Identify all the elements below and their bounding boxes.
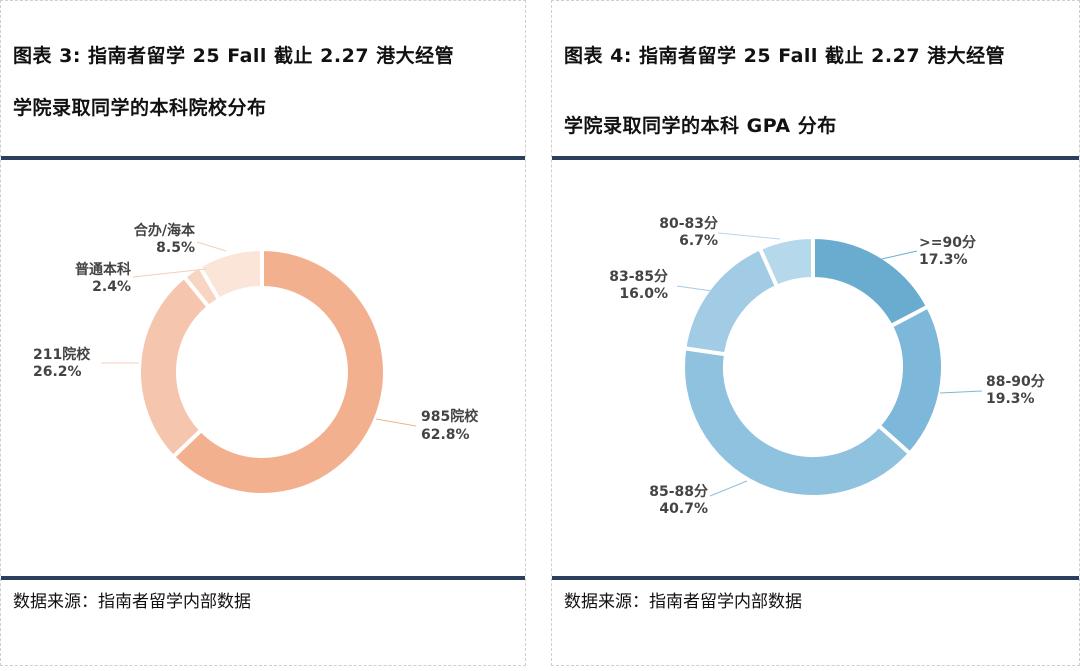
chart-title-line1: 图表 3: 指南者留学 25 Fall 截止 2.27 港大经管	[13, 45, 455, 67]
leader-line	[676, 285, 713, 292]
slice-label: 普通本科	[75, 261, 131, 278]
chart-title-line2: 学院录取同学的本科院校分布	[13, 97, 267, 119]
leader-line	[717, 232, 781, 240]
slice-value: 6.7%	[679, 233, 718, 249]
divider-bottom	[552, 576, 1079, 580]
slice-value: 40.7%	[659, 501, 708, 517]
slice-label: 85-88分	[649, 484, 708, 500]
slice-label: 88-90分	[986, 374, 1045, 390]
data-source: 数据来源：指南者留学内部数据	[564, 592, 802, 612]
slice-label: 合办/海本	[134, 222, 196, 239]
divider-bottom	[1, 576, 525, 580]
slice-value: 62.8%	[421, 427, 470, 443]
donut-slice-985院校	[171, 247, 387, 497]
slice-value: 16.0%	[619, 286, 668, 302]
leader-line	[132, 268, 207, 278]
slice-label: 211院校	[33, 346, 91, 363]
slice-value: 26.2%	[33, 364, 82, 380]
leader-line	[939, 390, 983, 394]
leader-line	[196, 241, 227, 252]
donut-slice-合办/海本	[197, 247, 264, 302]
chart-title-line2: 学院录取同学的本科 GPA 分布	[564, 115, 837, 137]
donut-chart-school: 合办/海本 8.5% 普通本科 2.4% 211院校 26.2% 985院校 6…	[33, 222, 479, 497]
leader-line	[375, 418, 417, 427]
chart-panel-gpa: 图表 4: 指南者留学 25 Fall 截止 2.27 港大经管 学院录取同学的…	[551, 0, 1080, 666]
slice-label: 985院校	[421, 408, 479, 425]
divider-top	[552, 156, 1079, 160]
leader-line	[863, 250, 918, 264]
slice-value: 2.4%	[92, 279, 131, 295]
chart-title-line1: 图表 4: 指南者留学 25 Fall 截止 2.27 港大经管	[564, 45, 1006, 67]
donut-slice-211院校	[137, 274, 211, 459]
donut-slice-83-85分	[682, 246, 780, 357]
chart-panel-school: 图表 3: 指南者留学 25 Fall 截止 2.27 港大经管 学院录取同学的…	[0, 0, 526, 666]
donut-chart-gpa: 80-83分 6.7% >=90分 17.3% 83-85分 16.0% 88-…	[609, 216, 1045, 517]
slice-value: 8.5%	[156, 240, 195, 256]
leader-line	[709, 480, 748, 497]
slice-value: 19.3%	[986, 391, 1035, 407]
donut-slice-80-83分	[757, 235, 815, 289]
slice-label: 80-83分	[659, 216, 718, 232]
donut-slice->=90分	[811, 235, 931, 329]
data-source: 数据来源：指南者留学内部数据	[13, 592, 251, 612]
divider-top	[1, 156, 525, 160]
donut-slice-88-90分	[876, 304, 945, 456]
donut-slice-85-88分	[681, 346, 912, 499]
slice-label: >=90分	[919, 235, 976, 251]
slice-value: 17.3%	[919, 252, 968, 268]
slice-label: 83-85分	[609, 269, 668, 285]
